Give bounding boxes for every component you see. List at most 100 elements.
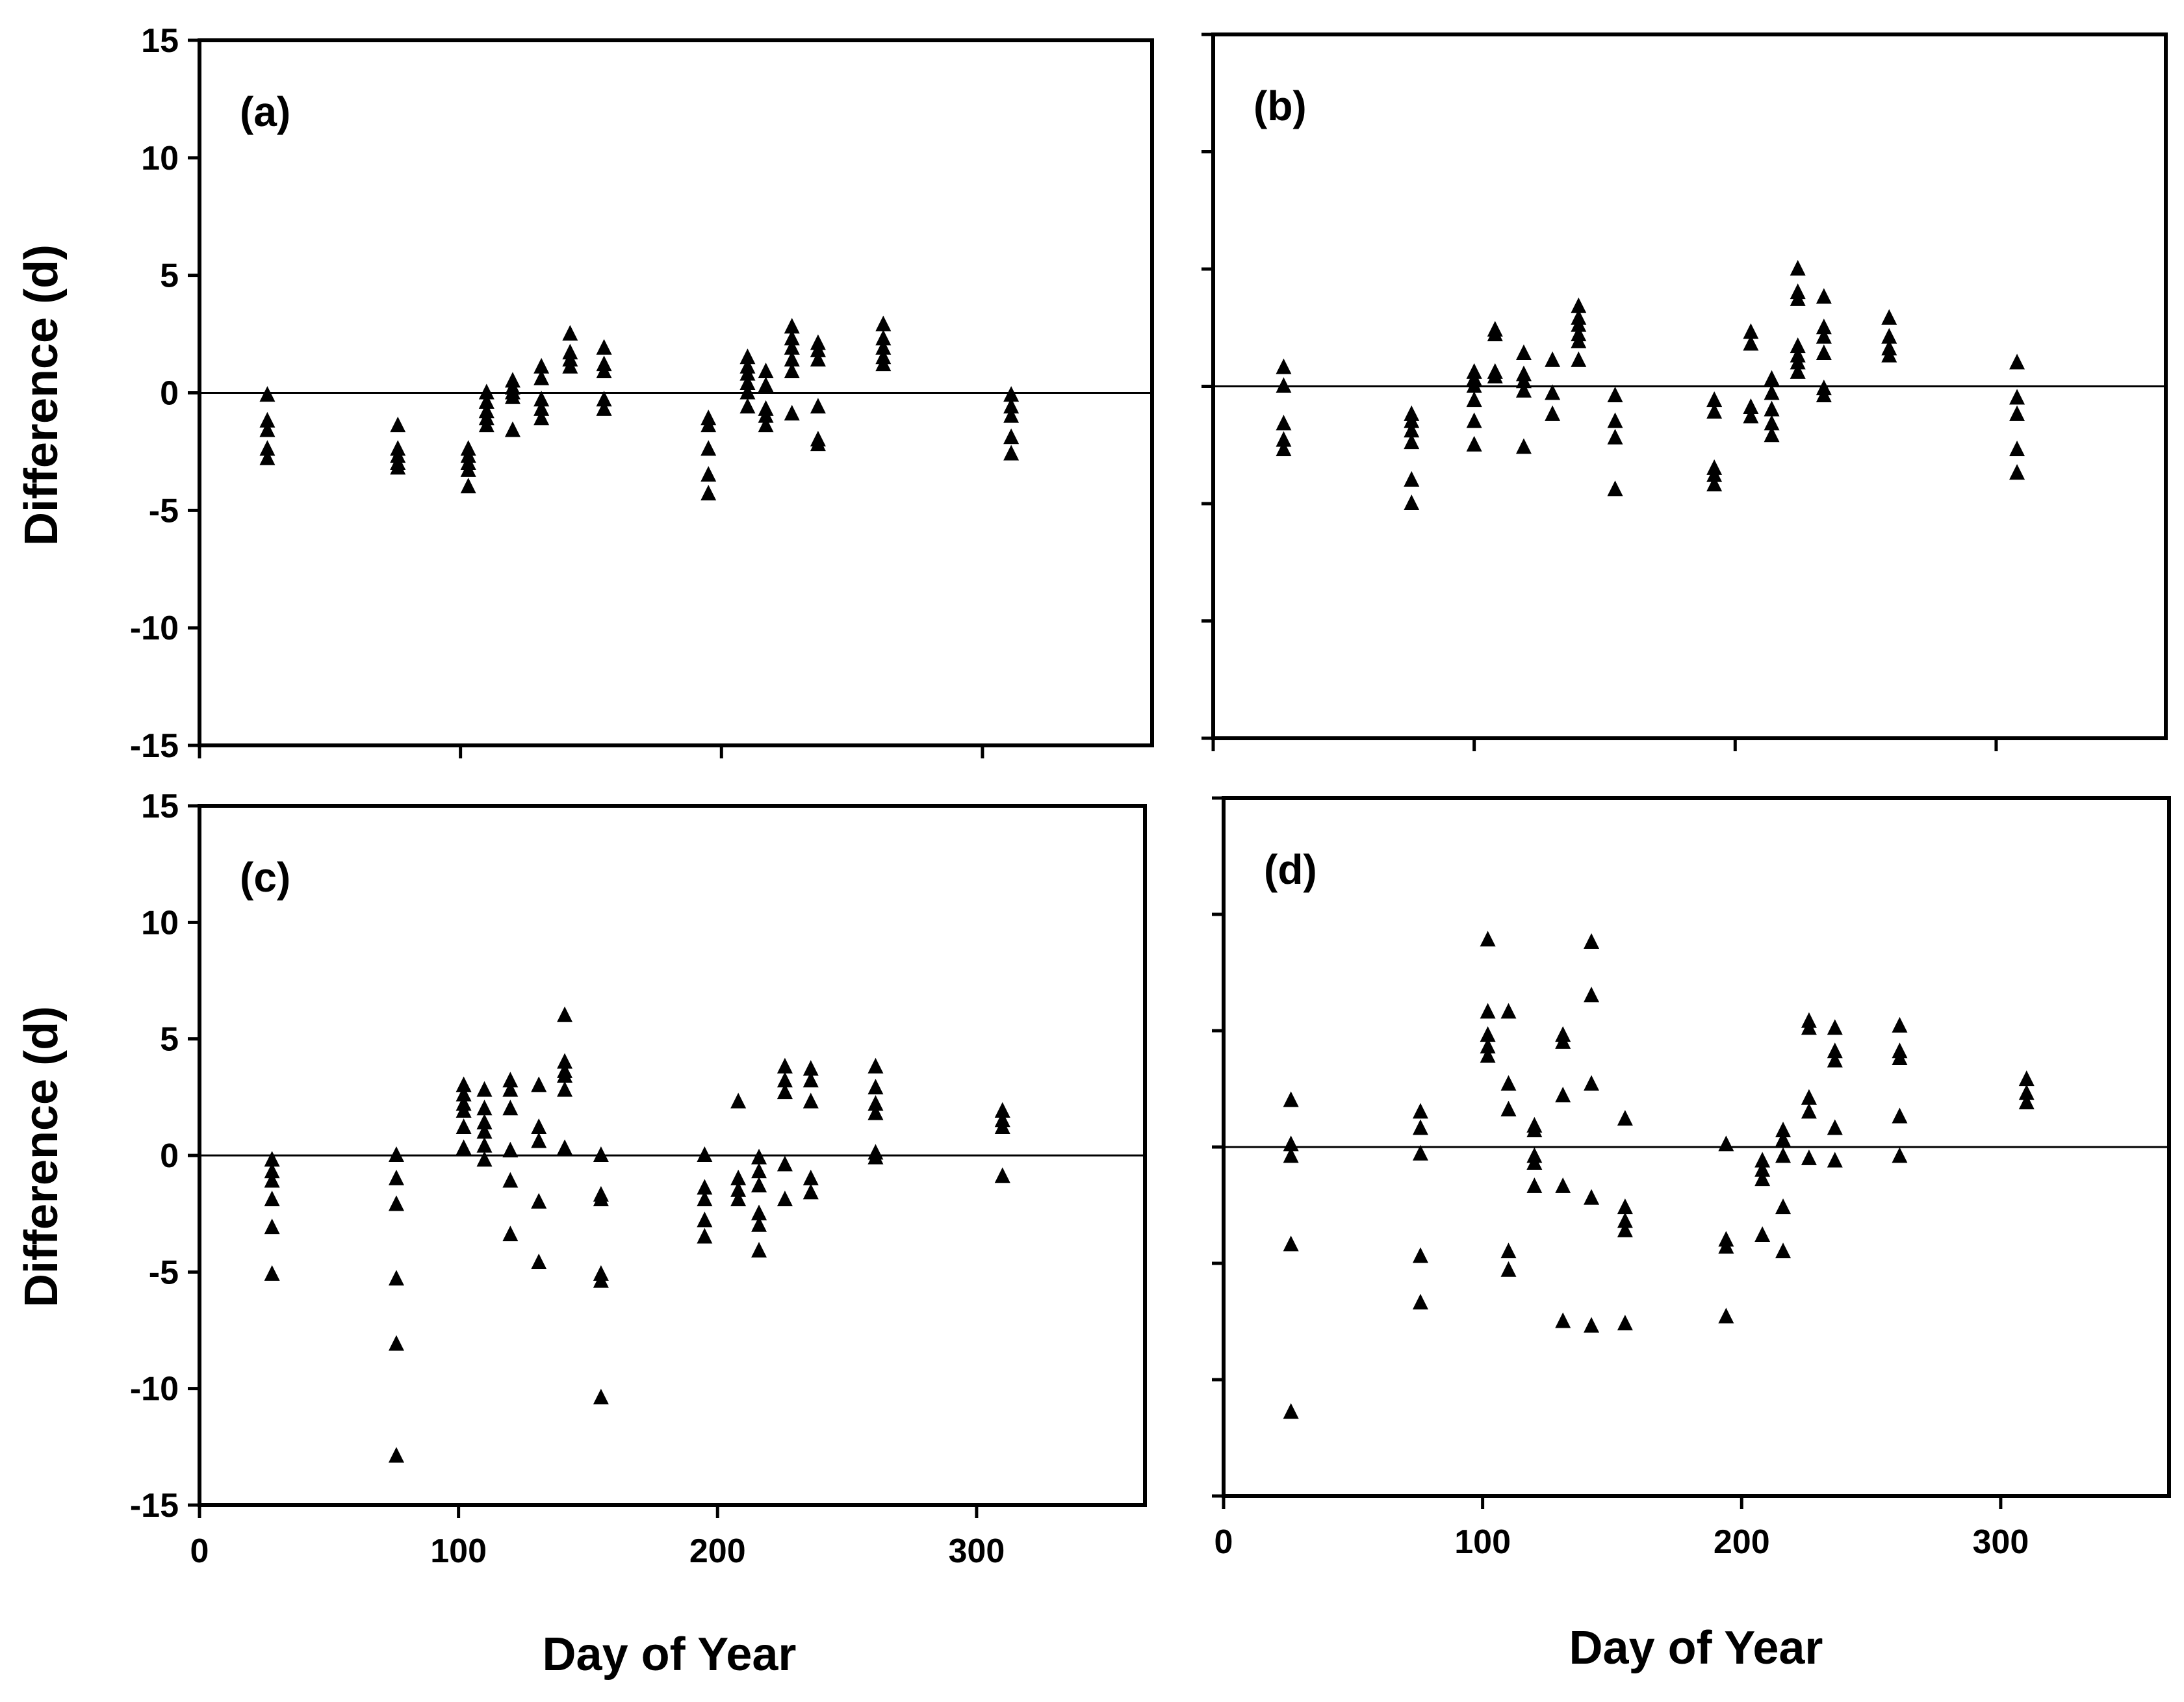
data-point bbox=[803, 1092, 819, 1109]
data-point bbox=[390, 417, 406, 433]
data-point bbox=[1706, 391, 1723, 407]
data-point bbox=[1881, 309, 1897, 325]
data-point bbox=[264, 1151, 280, 1167]
data-point bbox=[259, 386, 276, 402]
data-point bbox=[478, 383, 495, 400]
data-point bbox=[1500, 1003, 1517, 1019]
data-point bbox=[994, 1167, 1010, 1183]
data-point bbox=[478, 417, 495, 433]
data-point bbox=[596, 391, 612, 407]
x-tick-label: 100 bbox=[1454, 1523, 1511, 1561]
data-point bbox=[390, 459, 406, 475]
x-tick-label: 300 bbox=[1973, 1523, 2029, 1561]
data-point bbox=[784, 318, 800, 334]
data-point bbox=[1743, 335, 1759, 351]
y-tick-label: -10 bbox=[130, 610, 179, 647]
data-point bbox=[1571, 332, 1587, 348]
data-point bbox=[1526, 1121, 1543, 1137]
data-point bbox=[697, 1211, 713, 1228]
data-point bbox=[264, 1265, 280, 1281]
data-point bbox=[1480, 1026, 1496, 1042]
data-point bbox=[777, 1191, 793, 1207]
data-point bbox=[751, 1163, 767, 1179]
data-point bbox=[700, 417, 717, 433]
data-point bbox=[758, 376, 774, 393]
data-point bbox=[1764, 384, 1780, 400]
data-point bbox=[867, 1057, 884, 1074]
data-point bbox=[1283, 1403, 1299, 1419]
data-point bbox=[777, 1155, 793, 1172]
data-point bbox=[777, 1057, 793, 1074]
data-point bbox=[1584, 1189, 1600, 1205]
data-point bbox=[562, 357, 578, 374]
data-point bbox=[2009, 440, 2025, 456]
data-point bbox=[596, 362, 612, 378]
data-point bbox=[1584, 1075, 1600, 1091]
data-point bbox=[1515, 344, 1532, 360]
data-point bbox=[1607, 386, 1623, 402]
data-point bbox=[388, 1335, 404, 1351]
data-point bbox=[264, 1218, 280, 1235]
y-tick-label: -10 bbox=[130, 1371, 179, 1408]
data-point bbox=[531, 1118, 547, 1134]
data-point bbox=[1480, 1038, 1496, 1054]
y-tick-label: 10 bbox=[141, 140, 179, 177]
data-point bbox=[1790, 354, 1806, 370]
data-point bbox=[533, 409, 550, 426]
panel-d: 0 100 200 300 (d) bbox=[1212, 796, 2171, 1561]
x-tick-label: 0 bbox=[190, 1532, 209, 1570]
data-point bbox=[784, 362, 800, 378]
data-point bbox=[784, 339, 800, 355]
panel-label: (b) bbox=[1253, 83, 1307, 129]
data-point bbox=[777, 1072, 793, 1088]
data-point bbox=[476, 1113, 493, 1129]
data-point bbox=[1892, 1016, 1908, 1033]
data-point bbox=[1515, 381, 1532, 398]
data-point bbox=[533, 400, 550, 416]
data-point bbox=[1555, 1177, 1571, 1193]
data-point bbox=[1775, 1121, 1792, 1137]
data-point bbox=[531, 1076, 547, 1092]
data-point bbox=[700, 440, 717, 456]
panel-b: (b) bbox=[1201, 32, 2168, 751]
data-point bbox=[2018, 1084, 2035, 1100]
data-point bbox=[994, 1102, 1010, 1118]
data-point bbox=[1283, 1135, 1299, 1152]
data-point bbox=[1500, 1261, 1517, 1277]
panels-group: -15 -10 -5 0 5 10 15 (a) (b) -15 -10 -5 0 5 10 15 0 100 20… bbox=[130, 22, 2171, 1570]
data-point bbox=[1003, 386, 1020, 402]
data-point bbox=[476, 1151, 493, 1167]
data-point bbox=[777, 1083, 793, 1100]
y-tick-label: 0 bbox=[160, 1137, 179, 1175]
data-point bbox=[784, 350, 800, 367]
x-tick-label: 200 bbox=[689, 1532, 746, 1570]
data-point bbox=[1881, 346, 1897, 363]
data-point bbox=[2009, 405, 2025, 421]
data-point bbox=[1466, 391, 1482, 407]
data-point bbox=[2018, 1070, 2035, 1087]
data-point bbox=[751, 1216, 767, 1232]
data-point bbox=[1276, 440, 1292, 456]
data-point bbox=[1881, 328, 1897, 344]
data-point bbox=[751, 1204, 767, 1220]
data-point bbox=[1412, 1293, 1428, 1309]
data-point bbox=[867, 1148, 884, 1165]
data-point bbox=[1801, 1019, 1817, 1035]
data-point bbox=[1764, 426, 1780, 443]
y-tick-label: 5 bbox=[160, 1021, 179, 1059]
data-point bbox=[456, 1139, 472, 1155]
data-point bbox=[2009, 354, 2025, 370]
data-point bbox=[1276, 431, 1292, 447]
data-point bbox=[259, 449, 276, 465]
data-point bbox=[502, 1172, 519, 1188]
data-point bbox=[264, 1172, 280, 1188]
data-point bbox=[1500, 1243, 1517, 1259]
data-point bbox=[531, 1193, 547, 1209]
data-point bbox=[1816, 386, 1832, 402]
data-point bbox=[1743, 398, 1759, 414]
y-tick-label: 5 bbox=[160, 257, 179, 295]
data-point bbox=[388, 1195, 404, 1211]
data-point bbox=[1827, 1051, 1843, 1068]
data-point bbox=[1500, 1075, 1517, 1091]
